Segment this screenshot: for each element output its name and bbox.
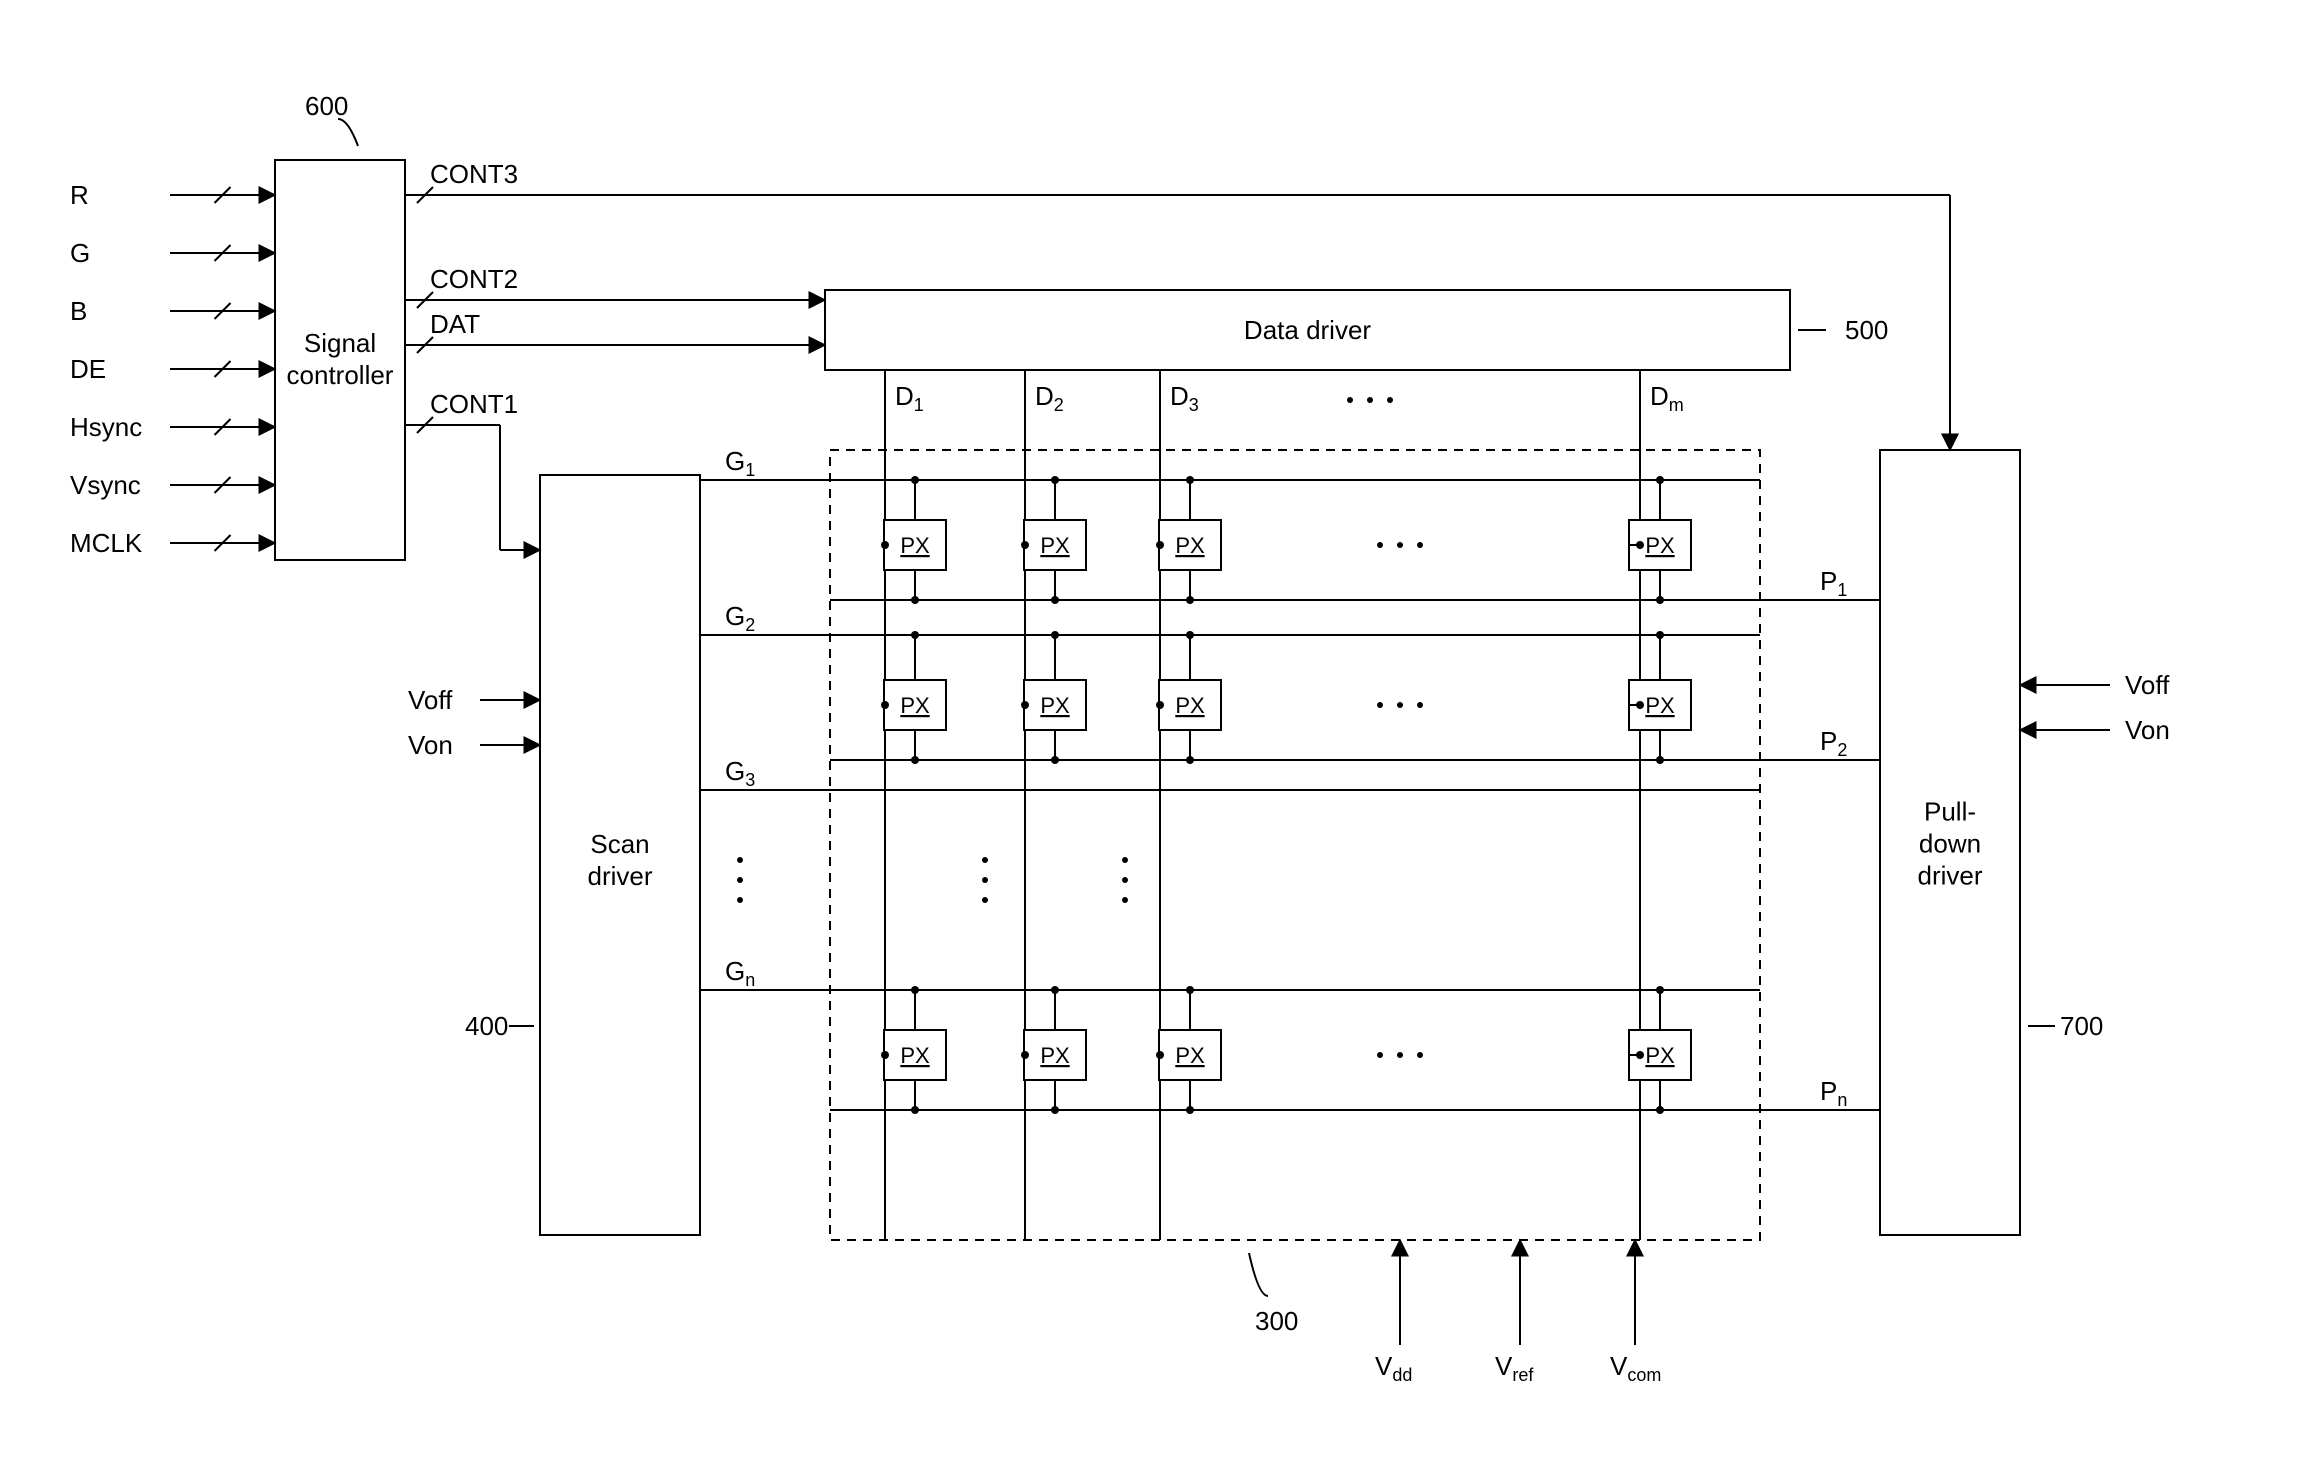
svg-text:D2: D2 bbox=[1035, 381, 1064, 415]
svg-text:Pull-: Pull- bbox=[1924, 797, 1976, 827]
svg-text:Signal: Signal bbox=[304, 328, 376, 358]
svg-text:R: R bbox=[70, 180, 89, 210]
svg-text:DAT: DAT bbox=[430, 309, 480, 339]
svg-text:Pn: Pn bbox=[1820, 1076, 1847, 1110]
svg-text:PX: PX bbox=[1645, 533, 1675, 558]
svg-text:G: G bbox=[70, 238, 90, 268]
svg-text:PX: PX bbox=[1175, 533, 1205, 558]
svg-text:down: down bbox=[1919, 829, 1981, 859]
svg-text:PX: PX bbox=[1175, 693, 1205, 718]
svg-text:Data driver: Data driver bbox=[1244, 315, 1371, 345]
svg-text:G2: G2 bbox=[725, 601, 755, 635]
svg-text:D3: D3 bbox=[1170, 381, 1199, 415]
svg-text:700: 700 bbox=[2060, 1011, 2103, 1041]
svg-text:PX: PX bbox=[1175, 1043, 1205, 1068]
svg-text:D1: D1 bbox=[895, 381, 924, 415]
svg-text:CONT2: CONT2 bbox=[430, 264, 518, 294]
svg-text:PX: PX bbox=[900, 533, 930, 558]
svg-text:G1: G1 bbox=[725, 446, 755, 480]
svg-text:PX: PX bbox=[1040, 1043, 1070, 1068]
svg-text:PX: PX bbox=[1645, 693, 1675, 718]
svg-text:MCLK: MCLK bbox=[70, 528, 143, 558]
svg-text:P1: P1 bbox=[1820, 566, 1847, 600]
svg-text:Vsync: Vsync bbox=[70, 470, 141, 500]
svg-text:300: 300 bbox=[1255, 1306, 1298, 1336]
svg-text:Voff: Voff bbox=[408, 685, 453, 715]
svg-text:PX: PX bbox=[1645, 1043, 1675, 1068]
svg-text:PX: PX bbox=[900, 693, 930, 718]
svg-text:B: B bbox=[70, 296, 87, 326]
block-diagram: Signalcontroller 600 RGB DE Hsync Vsync MCLK Da… bbox=[0, 0, 2323, 1479]
svg-text:Vref: Vref bbox=[1495, 1351, 1534, 1385]
svg-text:Hsync: Hsync bbox=[70, 412, 142, 442]
svg-text:PX: PX bbox=[900, 1043, 930, 1068]
svg-text:PX: PX bbox=[1040, 693, 1070, 718]
svg-text:Dm: Dm bbox=[1650, 381, 1684, 415]
svg-text:CONT1: CONT1 bbox=[430, 389, 518, 419]
svg-text:500: 500 bbox=[1845, 315, 1888, 345]
svg-text:CONT3: CONT3 bbox=[430, 159, 518, 189]
svg-text:Scan: Scan bbox=[590, 829, 649, 859]
svg-text:Gn: Gn bbox=[725, 956, 755, 990]
svg-text:driver: driver bbox=[587, 861, 652, 891]
svg-text:Von: Von bbox=[408, 730, 453, 760]
svg-text:PX: PX bbox=[1040, 533, 1070, 558]
svg-text:Voff: Voff bbox=[2125, 670, 2170, 700]
svg-text:controller: controller bbox=[287, 360, 394, 390]
svg-text:Vcom: Vcom bbox=[1610, 1351, 1661, 1385]
svg-text:G3: G3 bbox=[725, 756, 755, 790]
svg-text:DE: DE bbox=[70, 354, 106, 384]
svg-text:Vdd: Vdd bbox=[1375, 1351, 1412, 1385]
svg-text:P2: P2 bbox=[1820, 726, 1847, 760]
svg-text:400: 400 bbox=[465, 1011, 508, 1041]
svg-text:driver: driver bbox=[1917, 861, 1982, 891]
svg-text:600: 600 bbox=[305, 91, 348, 121]
svg-text:Von: Von bbox=[2125, 715, 2170, 745]
